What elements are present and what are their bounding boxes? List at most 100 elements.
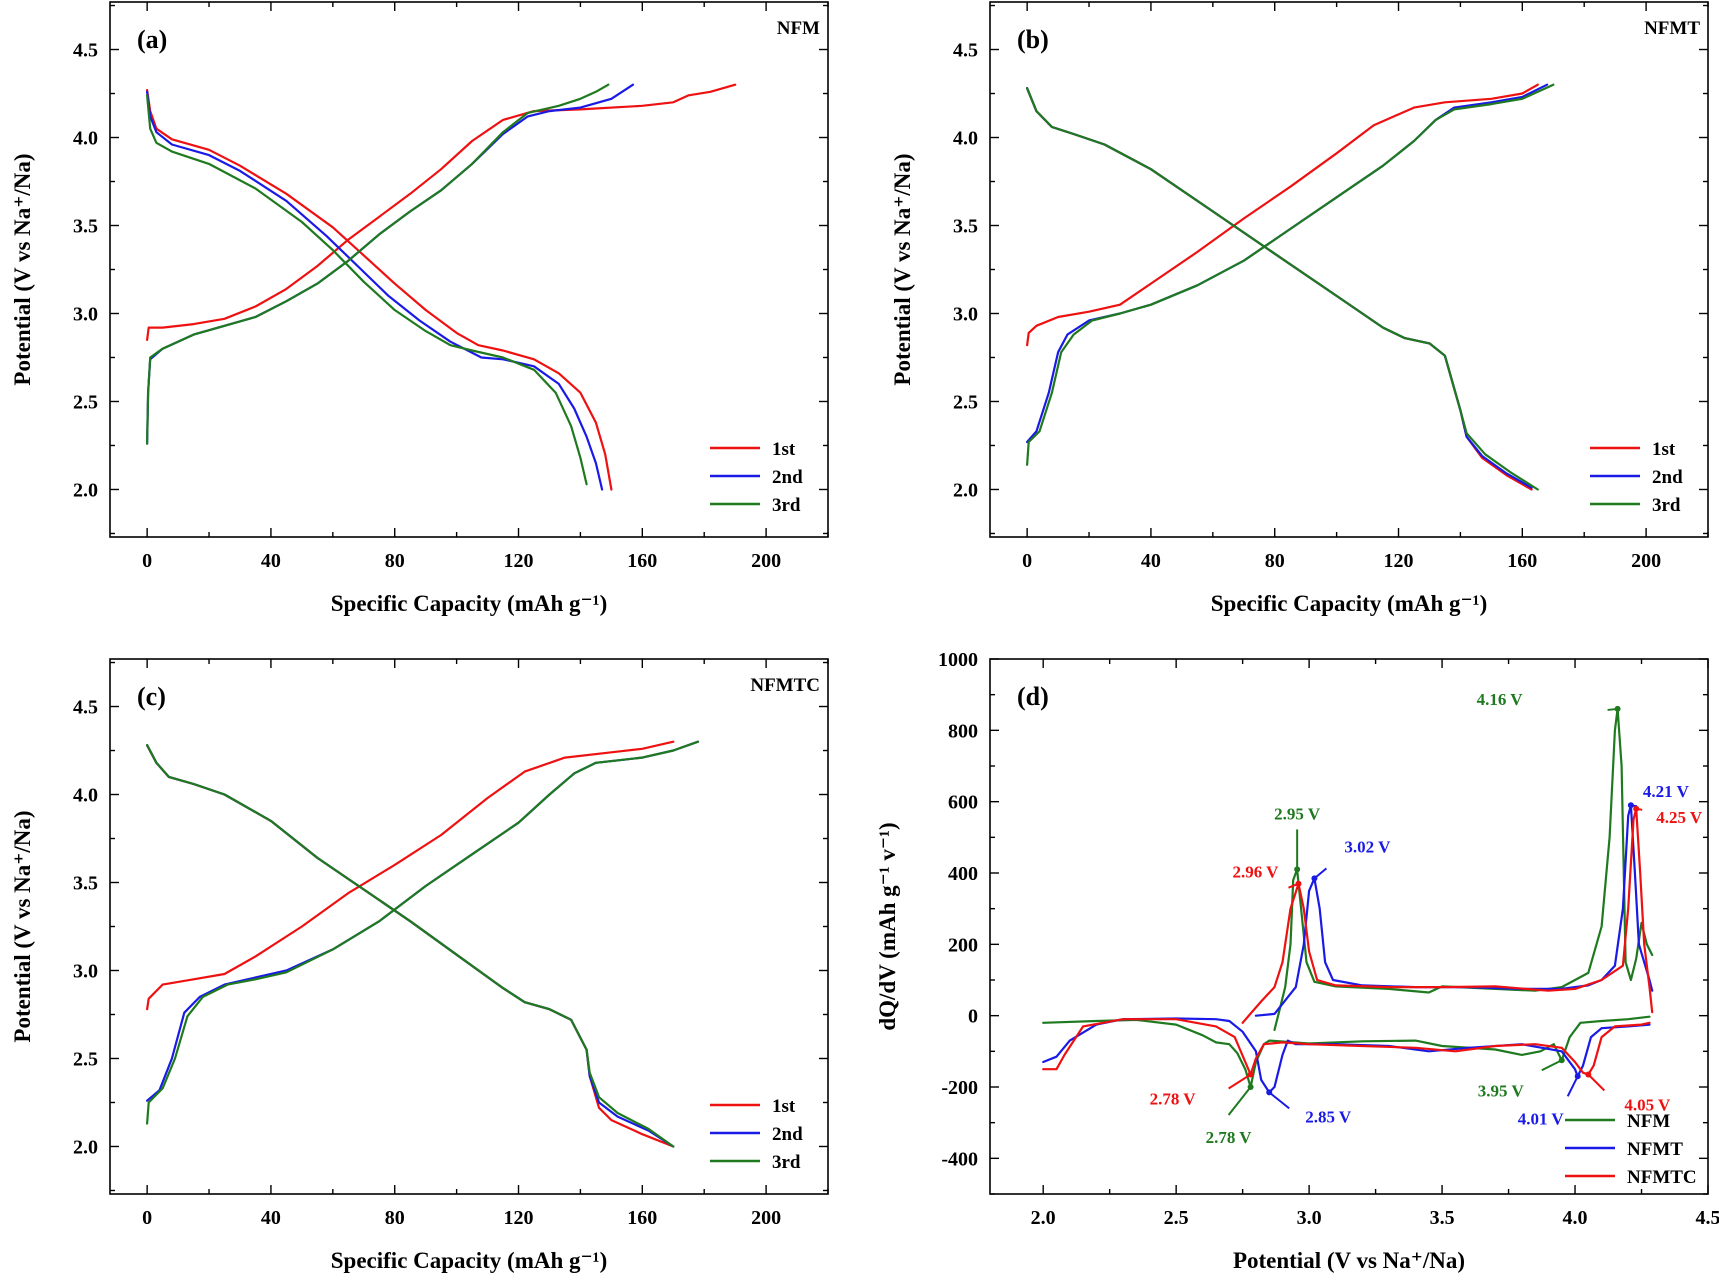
y-tick-label: 2.5: [73, 1048, 98, 1070]
annotation-arrowhead: [1295, 881, 1301, 887]
annotation-arrowhead: [1633, 806, 1639, 812]
panel-corner-title: NFMT: [1644, 18, 1700, 39]
x-tick-label: 80: [385, 550, 405, 572]
legend-label: 1st: [772, 439, 796, 460]
y-tick-label: 3.0: [73, 303, 98, 325]
y-axis-title: dQ/dV (mAh g⁻¹ v⁻¹): [875, 822, 900, 1030]
x-tick-label: 4.5: [1696, 1207, 1719, 1229]
annotation-arrow: [1269, 1092, 1289, 1108]
plot-frame: [110, 2, 828, 537]
y-axis-title: Potential (V vs Na⁺/Na): [10, 810, 35, 1042]
legend-label: 1st: [772, 1096, 796, 1117]
peak-annotation: 3.02 V: [1344, 837, 1391, 856]
x-tick-label: 120: [1384, 550, 1414, 572]
annotation-arrowhead: [1575, 1073, 1581, 1079]
x-tick-label: 40: [1141, 550, 1161, 572]
x-tick-label: 4.0: [1563, 1207, 1588, 1229]
y-axis-title: Potential (V vs Na⁺/Na): [890, 153, 915, 385]
annotation-arrowhead: [1628, 802, 1634, 808]
y-tick-label: 0: [968, 1006, 978, 1028]
x-tick-label: 80: [1265, 550, 1285, 572]
y-tick-label: 4.5: [73, 697, 98, 719]
panel-label: (c): [137, 682, 166, 711]
y-tick-label: -400: [941, 1148, 978, 1170]
x-tick-label: 2.0: [1031, 1207, 1056, 1229]
legend-label: 3rd: [772, 1152, 801, 1173]
x-tick-label: 0: [142, 550, 152, 572]
plot-frame: [110, 659, 828, 1194]
x-tick-label: 160: [627, 1207, 657, 1229]
y-tick-label: 2.0: [953, 479, 978, 501]
y-tick-label: 2.5: [953, 391, 978, 413]
legend-label: 2nd: [772, 1124, 803, 1145]
y-axis-title: Potential (V vs Na⁺/Na): [10, 153, 35, 385]
peak-annotation: 4.25 V: [1656, 808, 1703, 827]
y-tick-label: 4.0: [73, 785, 98, 807]
x-axis-title: Potential (V vs Na⁺/Na): [1233, 1248, 1465, 1273]
series-1st-curve-1: [1027, 85, 1538, 346]
annotation-arrowhead: [1615, 706, 1621, 712]
y-tick-label: 600: [948, 792, 978, 814]
peak-annotation: 4.16 V: [1477, 690, 1524, 709]
series-group: [147, 85, 735, 490]
legend-label: 2nd: [1652, 467, 1683, 488]
x-tick-label: 40: [261, 1207, 281, 1229]
series-2nd-curve-1: [147, 742, 698, 1101]
peak-annotation: 2.85 V: [1305, 1107, 1352, 1126]
series-3rd-curve-2: [147, 95, 586, 484]
series-1st-curve-2: [1027, 88, 1532, 489]
peak-annotation: 2.78 V: [1150, 1090, 1197, 1109]
annotation-arrowhead: [1585, 1072, 1591, 1078]
annotation-arrow: [1229, 1075, 1251, 1089]
annotation-arrowhead: [1311, 875, 1317, 881]
annotation-arrow: [1542, 1060, 1562, 1070]
y-tick-label: 4.5: [953, 40, 978, 62]
x-tick-label: 160: [627, 550, 657, 572]
annotation-arrow: [1588, 1075, 1604, 1091]
y-tick-label: 2.0: [73, 479, 98, 501]
x-tick-label: 0: [142, 1207, 152, 1229]
peak-annotation: 3.95 V: [1478, 1081, 1525, 1100]
x-tick-label: 40: [261, 550, 281, 572]
peak-annotation: 2.95 V: [1274, 804, 1321, 823]
series-2nd-curve-1: [147, 85, 633, 444]
peak-annotation: 4.21 V: [1643, 782, 1690, 801]
legend-label: 3rd: [772, 495, 801, 516]
x-tick-label: 80: [385, 1207, 405, 1229]
annotation-arrowhead: [1294, 866, 1300, 872]
panel-label: (d): [1017, 682, 1049, 711]
series-group: [147, 742, 698, 1147]
y-tick-label: 2.5: [73, 391, 98, 413]
peak-annotation: 4.01 V: [1518, 1109, 1565, 1128]
y-tick-label: 4.0: [73, 128, 98, 150]
x-tick-label: 200: [751, 550, 781, 572]
series-1st-curve-2: [147, 90, 611, 490]
y-tick-label: -200: [941, 1077, 978, 1099]
annotation-arrowhead: [1248, 1084, 1254, 1090]
series-3rd-curve-1: [147, 85, 608, 444]
series-nfmt-curve-1: [1256, 805, 1652, 1016]
series-3rd-curve-2: [1027, 88, 1538, 489]
series-group: [1027, 85, 1553, 490]
annotation-arrow: [1229, 1087, 1251, 1115]
series-1st-curve-1: [147, 742, 673, 1010]
x-tick-label: 160: [1507, 550, 1537, 572]
y-tick-label: 3.0: [953, 303, 978, 325]
legend-label: NFMT: [1627, 1139, 1683, 1160]
legend-label: 2nd: [772, 467, 803, 488]
x-tick-label: 200: [1631, 550, 1661, 572]
panel-label: (b): [1017, 25, 1049, 54]
y-tick-label: 3.5: [73, 873, 98, 895]
annotation-arrow: [1568, 1076, 1578, 1096]
plot-frame: [990, 2, 1708, 537]
y-tick-label: 4.0: [953, 128, 978, 150]
series-1st-curve-1: [147, 85, 735, 340]
series-group: [1043, 709, 1652, 1092]
y-tick-label: 800: [948, 720, 978, 742]
series-3rd-curve-2: [147, 745, 673, 1146]
peak-annotation: 2.78 V: [1206, 1128, 1253, 1147]
